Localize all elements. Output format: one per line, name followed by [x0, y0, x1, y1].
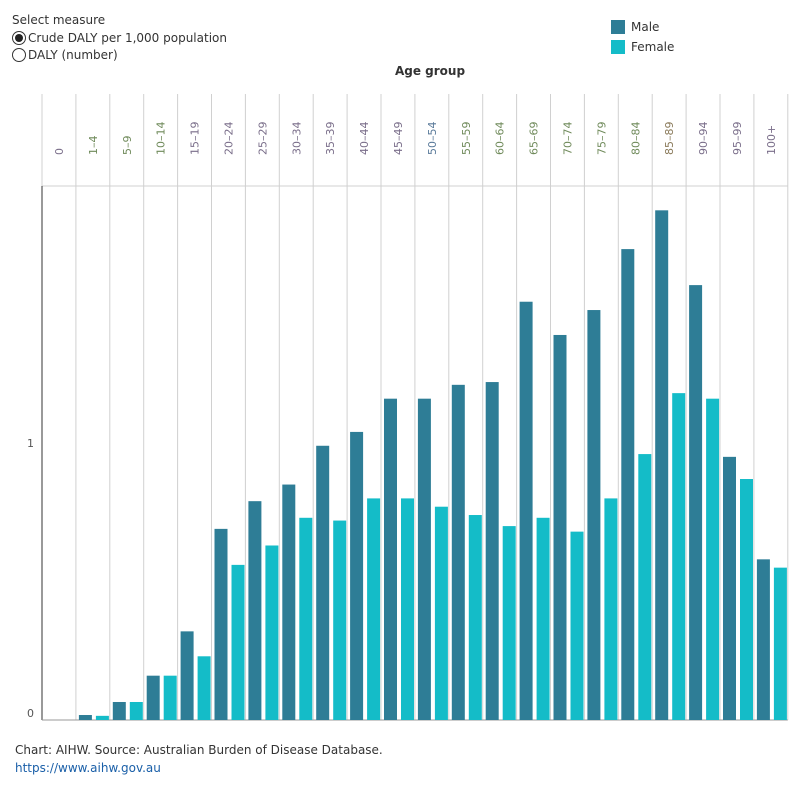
age-group-label: 85–89 — [663, 122, 676, 156]
female-bar — [638, 454, 652, 720]
female-bar — [502, 526, 516, 720]
age-group-label: 75–79 — [595, 122, 608, 156]
female-bar — [536, 517, 550, 720]
male-bar — [655, 210, 669, 720]
age-group-label: 25–29 — [256, 122, 269, 156]
male-bar — [248, 501, 262, 720]
female-bar — [367, 498, 381, 720]
age-group-label: 5–9 — [121, 136, 134, 156]
source-note: Chart: AIHW. Source: Australian Burden o… — [15, 743, 383, 757]
age-group-label: 35–39 — [324, 122, 337, 156]
age-group-label: 95–99 — [731, 122, 744, 156]
male-bar — [146, 675, 160, 720]
age-group-label: 45–49 — [392, 122, 405, 156]
female-bar — [333, 520, 347, 720]
female-bar — [129, 701, 143, 720]
female-bar — [740, 479, 753, 720]
legend-item-male[interactable]: Male — [611, 17, 674, 37]
female-bar — [570, 531, 584, 720]
measure-selector: Select measure Crude DALY per 1,000 popu… — [12, 13, 227, 63]
age-group-label: 70–74 — [561, 122, 574, 156]
male-bar — [451, 384, 465, 720]
female-bar — [604, 498, 618, 720]
age-group-label: 40–44 — [358, 122, 371, 156]
y-tick-label: 1 — [27, 437, 34, 450]
female-bar — [95, 715, 109, 720]
measure-selector-title: Select measure — [12, 13, 106, 27]
age-group-label: 30–34 — [290, 122, 303, 156]
male-bar — [282, 484, 296, 720]
female-bar — [773, 567, 787, 720]
female-bar — [231, 564, 245, 720]
male-swatch — [611, 20, 625, 34]
female-swatch — [611, 40, 625, 54]
age-group-label: 1–4 — [87, 136, 100, 156]
male-bar — [519, 301, 533, 720]
legend: Male Female — [611, 17, 674, 57]
age-group-label: 80–84 — [629, 122, 642, 156]
male-bar — [756, 559, 770, 720]
age-group-label: 55–59 — [460, 122, 473, 156]
footer: Chart: AIHW. Source: Australian Burden o… — [15, 743, 383, 775]
male-bar — [78, 715, 92, 720]
radio-daly-number[interactable]: DALY (number) — [12, 46, 227, 63]
male-bar — [553, 334, 567, 720]
male-bar — [384, 398, 397, 720]
male-bar — [316, 445, 330, 720]
age-group-label: 100+ — [765, 125, 778, 155]
radio-selected-icon — [12, 30, 26, 45]
male-bar — [214, 528, 228, 720]
female-bar — [468, 515, 482, 720]
age-group-label: 15–19 — [189, 122, 202, 156]
age-group-label: 0 — [53, 148, 66, 155]
female-bar — [197, 656, 211, 720]
age-group-label: 20–24 — [222, 122, 235, 156]
radio-crude-daly[interactable]: Crude DALY per 1,000 population — [12, 29, 227, 46]
radio-unselected-icon — [12, 47, 26, 62]
female-bar — [265, 545, 279, 720]
female-bar — [434, 506, 448, 720]
y-tick-label: 0 — [27, 707, 34, 720]
female-bar — [299, 517, 313, 720]
age-group-label: 50–54 — [426, 122, 439, 156]
legend-item-female[interactable]: Female — [611, 37, 674, 57]
male-bar — [723, 456, 736, 720]
age-group-label: 90–94 — [697, 122, 710, 156]
age-group-label: 10–14 — [155, 122, 168, 156]
aihw-link[interactable]: https://www.aihw.gov.au — [15, 761, 161, 775]
male-bar — [350, 431, 364, 720]
male-bar — [180, 631, 194, 720]
female-bar — [163, 675, 177, 720]
female-bar — [706, 398, 720, 720]
male-bar — [485, 382, 499, 720]
male-bar — [417, 398, 431, 720]
age-group-label: 65–69 — [528, 122, 541, 156]
female-bar — [401, 498, 414, 720]
x-axis-title: Age group — [394, 64, 466, 78]
male-bar — [587, 310, 601, 720]
age-group-label: 60–64 — [494, 122, 507, 156]
male-bar — [689, 285, 703, 720]
male-bar — [621, 249, 635, 720]
female-bar — [672, 393, 686, 720]
male-bar — [112, 701, 126, 720]
